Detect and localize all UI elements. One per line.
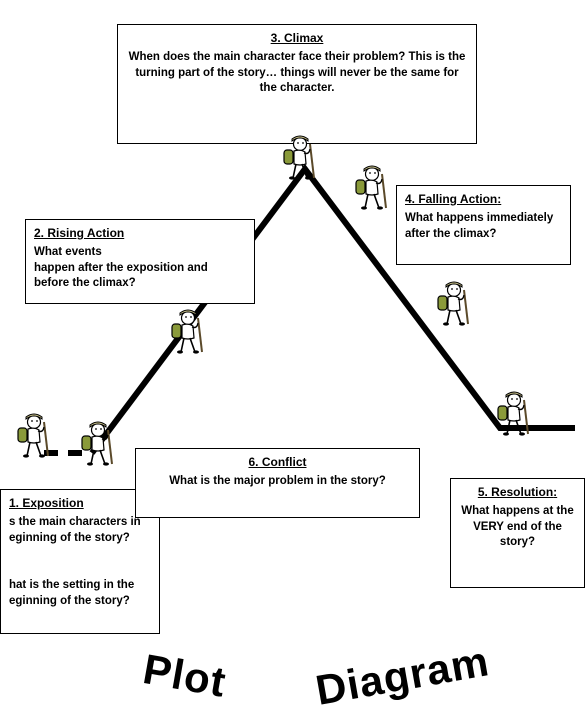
hiker-icon bbox=[280, 134, 318, 180]
hiker-icon bbox=[168, 308, 206, 354]
plot-title-left: Plot bbox=[139, 645, 229, 707]
hiker-icon bbox=[494, 390, 532, 436]
box-falling-text: What happens immediately after the clima… bbox=[405, 212, 553, 240]
hiker-icon bbox=[78, 420, 116, 466]
box-climax-text: When does the main character face their … bbox=[129, 51, 466, 95]
box-conflict-title: 6. Conflict bbox=[144, 455, 411, 471]
box-resolution-title: 5. Resolution: bbox=[459, 485, 576, 501]
box-rising: 2. Rising Action What events happen afte… bbox=[25, 219, 255, 304]
box-falling: 4. Falling Action: What happens immediat… bbox=[396, 185, 571, 265]
hiker-icon bbox=[434, 280, 472, 326]
box-resolution: 5. Resolution: What happens at the VERY … bbox=[450, 478, 585, 588]
box-climax: 3. Climax When does the main character f… bbox=[117, 24, 477, 144]
hiker-icon bbox=[352, 164, 390, 210]
box-rising-title: 2. Rising Action bbox=[34, 226, 246, 242]
box-conflict: 6. Conflict What is the major problem in… bbox=[135, 448, 420, 518]
box-conflict-text: What is the major problem in the story? bbox=[169, 475, 386, 487]
box-climax-title: 3. Climax bbox=[126, 31, 468, 47]
box-rising-text: What events happen after the exposition … bbox=[34, 246, 208, 290]
hiker-icon bbox=[14, 412, 52, 458]
plot-title-right: Diagram bbox=[312, 637, 493, 715]
box-falling-title: 4. Falling Action: bbox=[405, 192, 562, 208]
box-exposition-title: 1. Exposition bbox=[9, 496, 151, 512]
box-resolution-text: What happens at the VERY end of the stor… bbox=[461, 505, 573, 549]
box-exposition-text: s the main characters in eginning of the… bbox=[9, 516, 141, 608]
